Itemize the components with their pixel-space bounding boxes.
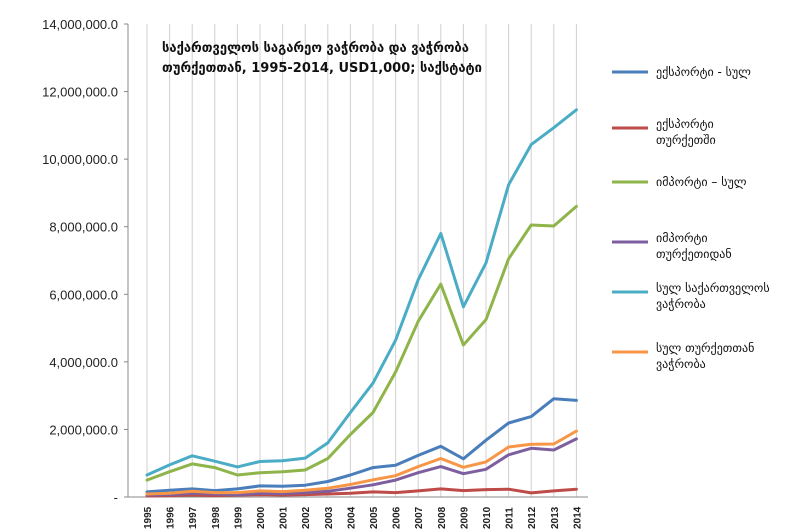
chart-title: საქართველოს საგარეო ვაჭრობა და ვაჭრობა თ… bbox=[162, 41, 482, 76]
series-line-6 bbox=[145, 429, 578, 496]
legend-label-cont: თურქეთში bbox=[656, 133, 716, 147]
x-tick-label: 2013 bbox=[550, 506, 561, 529]
x-tick-label: 2000 bbox=[256, 506, 267, 529]
x-tick-label: 1999 bbox=[233, 506, 244, 529]
x-tick-label: 1998 bbox=[211, 506, 222, 529]
x-axis: 1995 1996 1997 1998 1999 2000 2001 2002 2003 2004… bbox=[128, 496, 588, 529]
legend-label-cont: ვაჭრობა bbox=[656, 297, 706, 311]
legend-label: იმპორტი – სულ bbox=[656, 175, 747, 189]
chart-title-line-1: საქართველოს საგარეო ვაჭრობა და ვაჭრობა bbox=[162, 41, 469, 56]
x-tick-label: 2005 bbox=[369, 506, 380, 529]
chart-title-line-2: თურქეთთან, 1995-2014, USD1,000; საქსტატი bbox=[162, 61, 482, 76]
x-tick-label: 2003 bbox=[324, 506, 335, 529]
x-tick-label: 2012 bbox=[527, 506, 538, 529]
y-tick-label: 6,000,000.0 bbox=[49, 287, 118, 302]
legend: ექსპორტი - სულ ექსპორტი თურქეთში იმპორტი – … bbox=[612, 65, 770, 371]
x-tick-label: 1997 bbox=[188, 506, 199, 529]
y-axis: - 2,000,000.0 4,000,000.0 6,000,000.0 8,000,… bbox=[42, 17, 129, 505]
series-lines bbox=[145, 108, 578, 498]
y-tick-label: - bbox=[114, 490, 118, 505]
y-tick-label: 14,000,000.0 bbox=[42, 17, 118, 32]
legend-label-cont: თურქეთიდან bbox=[656, 247, 732, 261]
x-tick-label: 2002 bbox=[301, 506, 312, 529]
y-tick-label: 10,000,000.0 bbox=[42, 152, 118, 167]
legend-label: სულ საქართველოს bbox=[656, 281, 770, 295]
x-tick-label: 2009 bbox=[459, 506, 470, 529]
legend-label: ექსპორტი - სულ bbox=[656, 65, 751, 79]
x-tick-label: 2014 bbox=[572, 506, 583, 529]
x-tick-label: 2008 bbox=[437, 506, 448, 529]
x-tick-label: 2006 bbox=[392, 506, 403, 529]
x-tick-label: 2010 bbox=[482, 506, 493, 529]
series-line-3 bbox=[145, 204, 578, 482]
series-line-1 bbox=[145, 397, 578, 494]
y-tick-label: 12,000,000.0 bbox=[42, 85, 118, 100]
legend-label-cont: ვაჭრობა bbox=[656, 357, 706, 371]
series-line-5 bbox=[145, 108, 578, 477]
x-tick-label: 2011 bbox=[505, 507, 516, 529]
x-tick-label: 2001 bbox=[279, 506, 290, 529]
x-tick-label: 2004 bbox=[346, 506, 357, 529]
legend-label: სულ თურქეთთან bbox=[656, 341, 754, 355]
y-tick-label: 4,000,000.0 bbox=[49, 355, 118, 370]
x-tick-label: 1996 bbox=[166, 506, 177, 529]
y-tick-label: 8,000,000.0 bbox=[49, 220, 118, 235]
x-tick-label: 2007 bbox=[414, 506, 425, 529]
x-tick-label: 1995 bbox=[143, 506, 154, 529]
legend-label: იმპორტი bbox=[656, 231, 708, 245]
y-tick-label: 2,000,000.0 bbox=[49, 422, 118, 437]
legend-label: ექსპორტი bbox=[656, 117, 714, 131]
